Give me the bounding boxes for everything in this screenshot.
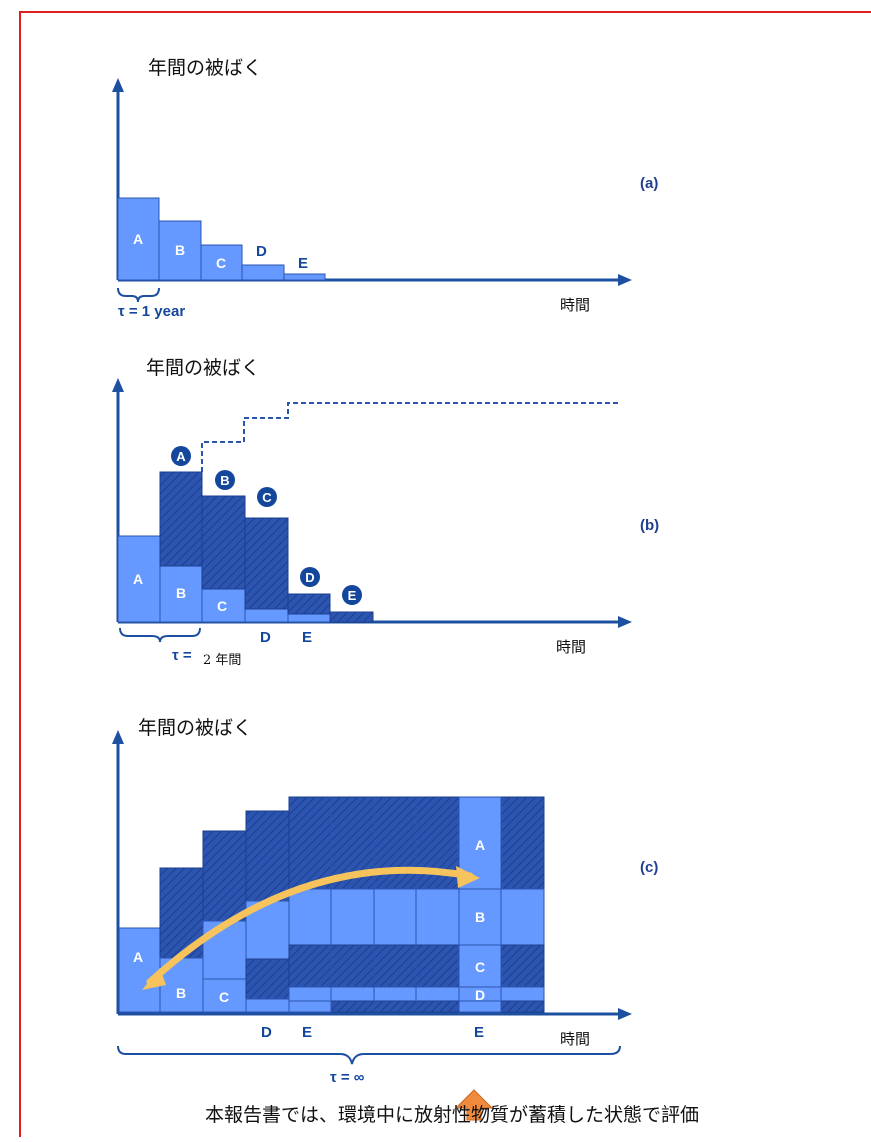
panel-b-block-d [244, 608, 289, 623]
panel-b-circle-a: A [176, 449, 186, 464]
panel-a-time-label: 時間 [560, 296, 590, 314]
panel-c-label-a: A [133, 949, 143, 965]
red-border [19, 11, 871, 1137]
panel-c-col3-b [202, 920, 247, 980]
panel-c-time-label: 時間 [560, 1030, 590, 1048]
panel-c-col-label-b: B [475, 909, 485, 925]
panel-c-ylabel: 年間の被ばく [138, 717, 252, 739]
panel-b-hatched-c [244, 517, 289, 610]
panel-b-label-e: E [302, 629, 312, 646]
panel-c-col4-hatch2 [245, 958, 290, 1000]
panel-b-hatched-b [201, 495, 246, 590]
panel-a-tau: τ = 1 year [118, 303, 185, 320]
panel-b-time-label: 時間 [556, 638, 586, 656]
panel-b-hatched-a [159, 471, 203, 567]
panel-a-block-c [200, 244, 243, 281]
panel-c-label-d: D [261, 1024, 272, 1041]
panel-a-tag: (a) [640, 175, 658, 192]
panel-c-col-label-e: E [474, 1024, 484, 1041]
panel-c-x-arrow-icon [618, 1008, 632, 1020]
panel-c-col4-d [245, 998, 290, 1013]
panel-c-col-e [458, 1000, 502, 1013]
panel-b-tau-prefix: τ = [172, 647, 192, 664]
panel-a-block-b [158, 220, 202, 281]
panel-b-brace [119, 627, 201, 643]
panel-b-circle-d: D [305, 570, 314, 585]
panel-c-col-label-a: A [475, 837, 485, 853]
panel-b-cumulative-line [201, 402, 618, 472]
panel-c-label-e: E [302, 1024, 312, 1041]
panel-b-circle-b: B [220, 473, 229, 488]
panel-c-tau: τ = ∞ [330, 1069, 365, 1086]
panel-c-col4-hatch [245, 810, 290, 902]
panel-b-ylabel: 年間の被ばく [146, 357, 260, 379]
panel-a-label-d: D [256, 243, 267, 260]
panel-a-ylabel: 年間の被ばく [148, 57, 262, 79]
panel-c-y-arrow-icon [112, 730, 124, 744]
panel-a-x-arrow-icon [618, 274, 632, 286]
caption: 本報告書では、環境中に放射性物質が蓄積した状態で評価 [205, 1104, 699, 1126]
panel-a-block-a [117, 197, 160, 281]
panel-b-circle-e: E [348, 588, 357, 603]
panel-b-label-a: A [133, 571, 143, 587]
panel-c-tag: (c) [640, 859, 658, 876]
panel-c-col3-c [202, 978, 247, 1013]
panel-c-col-label-c: C [475, 959, 485, 975]
panel-b-circle-a-icon [171, 446, 191, 466]
panel-b-circle-c-icon [257, 487, 277, 507]
panel-b: 年間の被ばく A B C D E A B C D E [112, 357, 659, 668]
panel-c: 年間の被ばく [112, 717, 658, 1121]
panel-c-brace [117, 1045, 621, 1065]
panel-a-block-e [283, 273, 326, 281]
panel-b-circle-c: C [262, 490, 272, 505]
panel-b-circle-b-icon [215, 470, 235, 490]
panel-c-arrow-head-left-icon [142, 968, 166, 990]
panel-a-block-d [241, 264, 285, 281]
panel-a-label-a: A [133, 231, 143, 247]
up-arrow-icon [454, 1089, 494, 1121]
panel-a-y-arrow-icon [112, 78, 124, 92]
panel-a-label-e: E [298, 255, 308, 272]
panel-c-e-block [288, 1000, 332, 1013]
panel-a-label-c: C [216, 255, 226, 271]
panel-b-hatched-e [329, 611, 374, 623]
panel-a: 年間の被ばく A B C D E τ = 1 year 時間 (a) [112, 57, 658, 320]
panel-c-col3-hatch [202, 830, 247, 922]
panel-b-label-c: C [217, 598, 227, 614]
panel-b-circle-d-icon [300, 567, 320, 587]
panel-c-label-b: B [176, 985, 186, 1001]
panel-c-label-c: C [219, 989, 229, 1005]
panel-b-block-e [287, 613, 331, 623]
panel-b-label-d: D [260, 629, 271, 646]
panel-c-col-label-d: D [475, 987, 485, 1003]
panel-c-col1-a [117, 927, 161, 1013]
panel-b-hatched-d [287, 593, 331, 615]
panel-a-label-b: B [175, 242, 185, 258]
panel-a-brace [117, 287, 160, 303]
panel-c-col-c [458, 944, 502, 988]
panel-b-x-arrow-icon [618, 616, 632, 628]
panel-c-curved-arrow [146, 866, 474, 986]
panel-b-circle-e-icon [342, 585, 362, 605]
panel-c-col-b [458, 888, 502, 946]
panel-c-arrow-head-right-icon [456, 866, 480, 888]
panel-b-tag: (b) [640, 517, 659, 534]
panel-b-tau-value: 2 年間 [203, 653, 241, 668]
panel-b-label-b: B [176, 585, 186, 601]
panel-b-y-arrow-icon [112, 378, 124, 392]
